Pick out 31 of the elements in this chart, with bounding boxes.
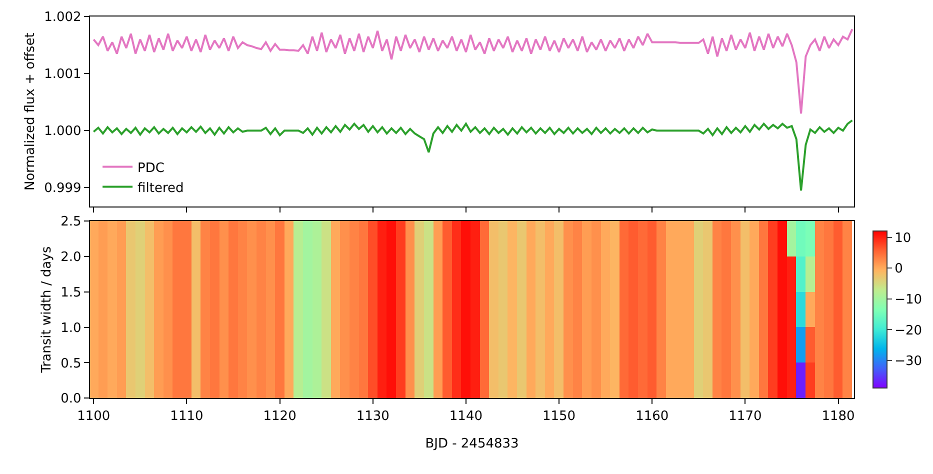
x-tick-label: 1180 <box>822 408 855 424</box>
color-bar-label: −10 <box>894 292 922 308</box>
y-tick-label: 0.0 <box>60 392 82 407</box>
y-tick-label: 1.000 <box>44 124 82 140</box>
y-tick-label: 0.5 <box>60 356 82 372</box>
y-tick-label: 1.0 <box>60 320 82 336</box>
y-tick-label: 0.999 <box>44 181 82 196</box>
x-tick-label: 1140 <box>449 408 483 424</box>
x-tick-label: 1110 <box>170 408 204 424</box>
y-axis-title: Transit width / days <box>40 246 55 374</box>
x-tick-label: 1160 <box>636 408 669 424</box>
color-bar-label: 10 <box>894 230 912 246</box>
y-axis-title: Normalized flux + offset <box>23 32 38 191</box>
color-bar-label: 0 <box>894 262 903 277</box>
y-tick-label: 2.5 <box>60 214 82 230</box>
line-series <box>92 28 854 115</box>
y-tick-label: 1.5 <box>60 285 82 300</box>
line-series <box>92 119 854 192</box>
legend-label: filtered <box>138 180 184 196</box>
y-tick-label: 1.002 <box>44 10 82 26</box>
x-tick-label: 1130 <box>356 408 390 424</box>
x-tick-label: 1120 <box>263 408 296 424</box>
color-bar-label: −30 <box>894 354 922 370</box>
color-bar-label: −20 <box>894 323 922 338</box>
x-tick-label: 1170 <box>728 408 762 424</box>
y-tick-label: 1.001 <box>44 67 82 82</box>
x-axis-title: BJD - 2454833 <box>425 436 519 452</box>
y-tick-label: 2.0 <box>60 250 82 265</box>
legend-label: PDC <box>138 160 164 176</box>
x-tick-label: 1150 <box>542 408 576 424</box>
x-tick-label: 1100 <box>77 408 110 424</box>
